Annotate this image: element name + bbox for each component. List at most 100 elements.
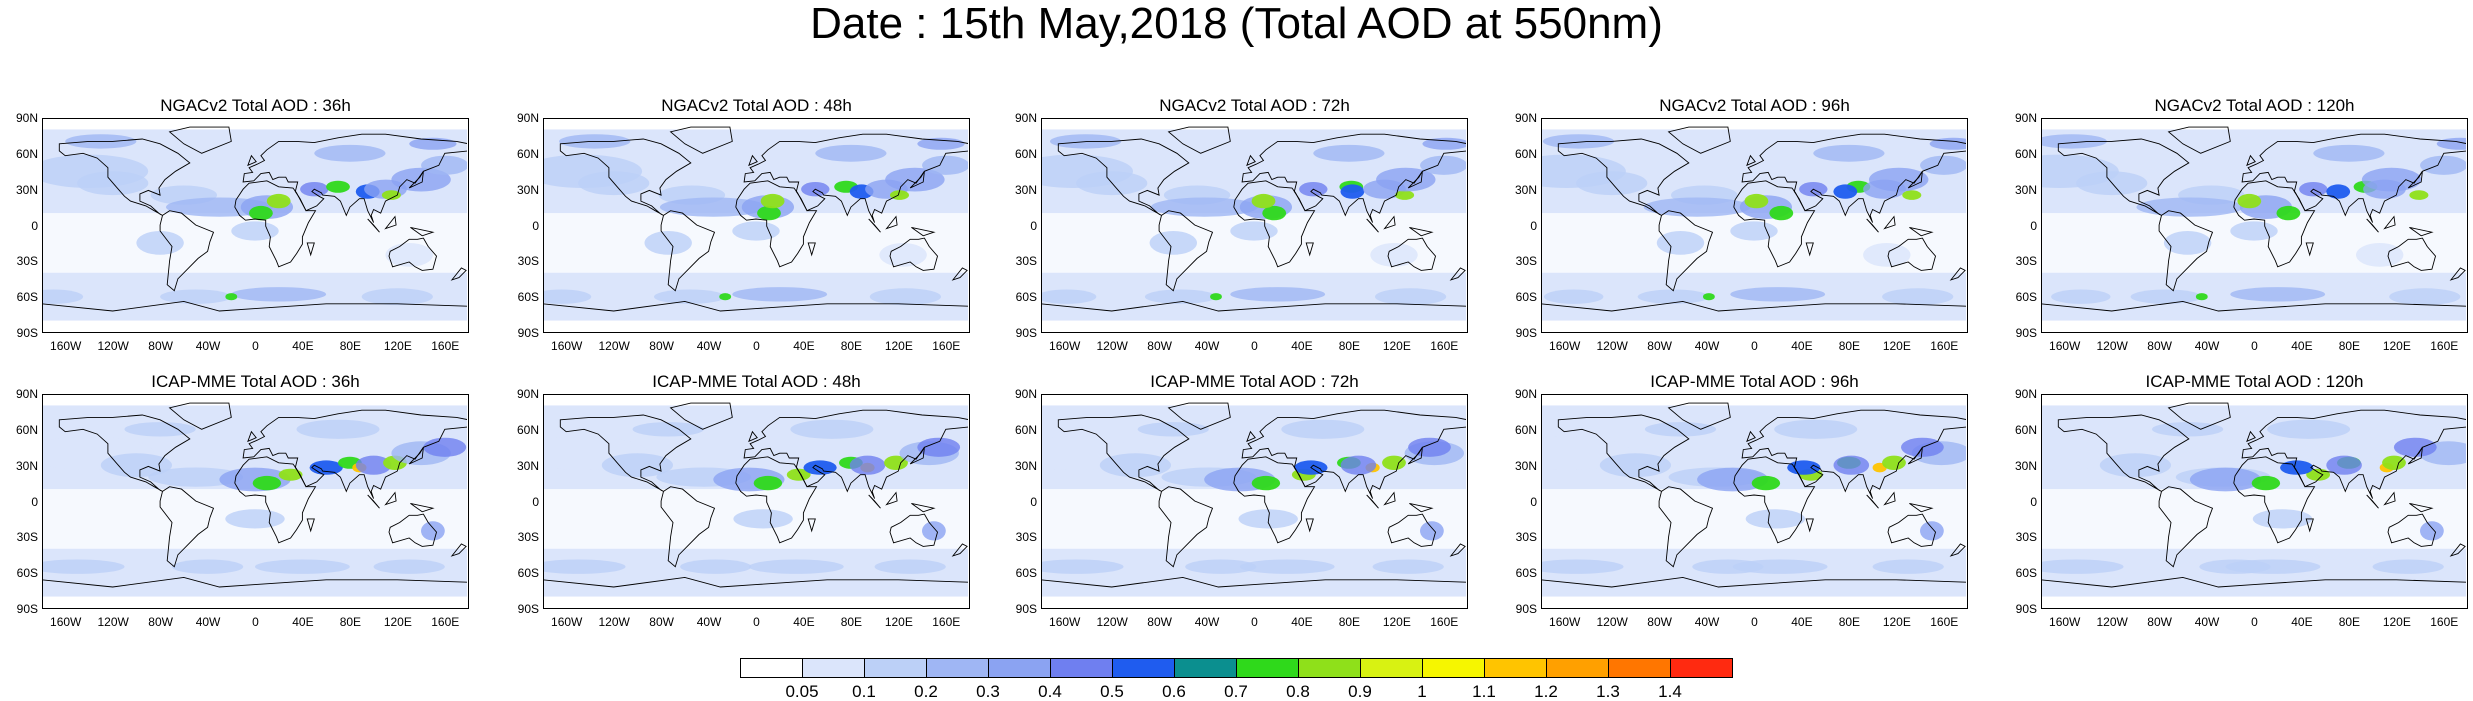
colorbar-tick-label: 0.2 — [914, 682, 938, 701]
lon-tick-label: 0 — [1251, 339, 1258, 353]
lat-tick-label: 90S — [1015, 326, 1037, 340]
coastline — [2042, 300, 2466, 312]
lat-tick-label: 30S — [2015, 530, 2037, 545]
aod-blob — [644, 231, 692, 255]
aod-blob — [1239, 559, 1335, 574]
lat-tick-label: 60S — [1515, 566, 1537, 581]
lat-tick-label: 30N — [1014, 182, 1037, 197]
aod-blob — [1185, 559, 1257, 574]
aod-blob — [748, 559, 844, 574]
lon-tick-label: 40W — [2194, 615, 2220, 629]
coastline — [2305, 242, 2314, 257]
aod-blob — [1882, 288, 1954, 306]
aod-blob — [1370, 243, 1418, 267]
coastline — [2383, 215, 2396, 230]
aod-blob — [654, 289, 726, 304]
coastline — [735, 180, 818, 268]
coastline — [2409, 226, 2434, 237]
aod-blob — [2326, 184, 2351, 199]
lon-tick-label: 120E — [383, 339, 412, 353]
colorbar-tick-label: 1.4 — [1658, 682, 1682, 701]
aod-field — [2042, 126, 2466, 321]
aod-map — [1541, 118, 1968, 333]
coastline — [234, 456, 317, 544]
lon-tick-label: 160W — [551, 615, 583, 629]
colorbar-tick-label: 0.6 — [1162, 682, 1186, 701]
lat-tick-label: 0 — [1030, 218, 1037, 233]
aod-blob — [2420, 521, 2444, 541]
aod-blob — [2267, 419, 2351, 439]
coastline — [2383, 491, 2396, 506]
coastline — [1387, 513, 1436, 547]
coastline — [1057, 138, 1190, 216]
aod-blob — [2042, 559, 2124, 574]
coastline — [1746, 430, 1756, 443]
coastline — [1233, 456, 1316, 544]
aod-blob — [423, 437, 467, 457]
coastline — [43, 300, 467, 312]
lon-tick-label: 120E — [1382, 615, 1411, 629]
lat-tick-label: 60S — [1015, 566, 1037, 581]
lon-tick-label: 80W — [649, 615, 674, 629]
lon-tick-label: 120W — [2096, 339, 2128, 353]
coastline — [1167, 126, 1231, 154]
aod-blob — [1745, 509, 1806, 529]
coastline — [1241, 409, 1466, 499]
coastline — [559, 138, 692, 216]
lon-tick-label: 120W — [97, 615, 129, 629]
lon-tick-label: 120E — [884, 339, 913, 353]
aod-blob — [1833, 455, 1870, 475]
lon-tick-label: 160E — [431, 339, 460, 353]
coastline — [2246, 430, 2256, 443]
aod-map — [1541, 394, 1968, 609]
coastline — [885, 491, 898, 506]
lat-tick-label: 90S — [1515, 326, 1537, 340]
lat-tick-label: 60N — [15, 146, 38, 161]
aod-blob — [1042, 559, 1124, 574]
lat-tick-label: 60S — [517, 566, 539, 581]
coastline — [306, 242, 315, 257]
panel-title: ICAP-MME Total AOD : 48h — [652, 372, 861, 391]
lon-tick-label: 40E — [2291, 615, 2313, 629]
coastline — [1658, 486, 1714, 568]
lon-tick-label: 120E — [1882, 615, 1911, 629]
aod-blob — [2361, 167, 2422, 192]
aod-blob — [659, 197, 767, 217]
aod-blob — [1703, 293, 1715, 301]
lat-tick-label: 60N — [2014, 422, 2037, 437]
coastline — [1042, 576, 1466, 588]
lon-tick-label: 40W — [195, 339, 221, 353]
aod-blob — [1542, 134, 1615, 149]
coastline — [1366, 494, 1379, 509]
lon-tick-label: 80W — [1147, 339, 1172, 353]
lon-tick-label: 120E — [1882, 339, 1911, 353]
coastline — [1733, 456, 1816, 544]
coastline — [1233, 180, 1316, 268]
lon-tick-label: 80E — [339, 615, 362, 629]
aod-field — [43, 126, 467, 321]
lon-tick-label: 80W — [148, 339, 173, 353]
aod-blob — [2372, 559, 2444, 574]
aod-blob — [2051, 289, 2111, 304]
lon-tick-label: 80E — [1338, 615, 1361, 629]
aod-blob — [2313, 144, 2385, 162]
lat-tick-label: 90S — [2015, 602, 2037, 616]
colorbar-swatch — [1298, 658, 1361, 678]
lon-tick-label: 40W — [1694, 339, 1720, 353]
lat-tick-label: 90N — [516, 387, 539, 401]
lat-tick-label: 30S — [1515, 530, 1537, 545]
lat-tick-label: 60N — [2014, 146, 2037, 161]
coastline — [743, 133, 968, 223]
aod-blob — [2189, 467, 2262, 492]
aod-blob — [1929, 137, 1966, 150]
aod-blob — [1544, 289, 1604, 304]
colorbar-tick-label: 1.3 — [1596, 682, 1620, 701]
coastline — [1883, 215, 1896, 230]
coastline — [2449, 543, 2466, 557]
aod-blob — [124, 422, 196, 437]
lon-tick-label: 40E — [292, 615, 314, 629]
aod-blob — [1637, 289, 1709, 304]
aod-blob — [1251, 475, 1281, 491]
aod-blob — [225, 293, 238, 301]
coastline — [384, 491, 397, 506]
